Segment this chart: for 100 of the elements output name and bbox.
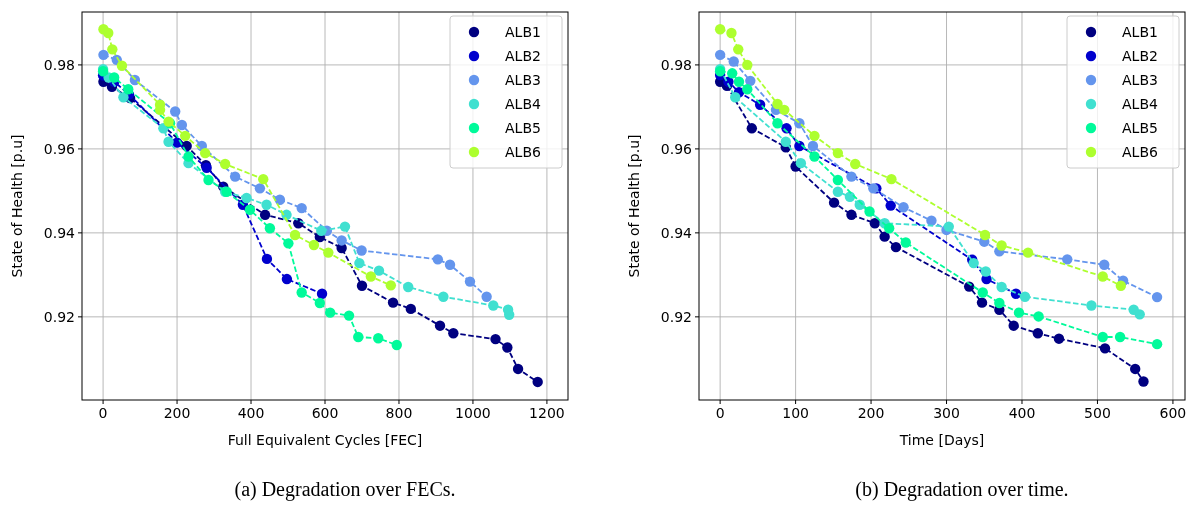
point: [1134, 309, 1145, 320]
point: [118, 92, 129, 103]
point: [229, 171, 241, 182]
point: [512, 363, 524, 375]
point: [283, 238, 294, 249]
point: [403, 281, 414, 293]
point: [316, 288, 328, 299]
point: [1097, 271, 1108, 282]
point: [488, 300, 499, 311]
point: [977, 287, 988, 298]
x-tick-label: 400: [1008, 405, 1036, 421]
x-tick-label: 600: [311, 405, 339, 421]
point: [714, 24, 726, 35]
legend-label: ALB6: [505, 144, 541, 160]
point: [103, 27, 114, 39]
point: [926, 215, 937, 226]
point: [1053, 333, 1065, 344]
point: [1086, 300, 1097, 311]
text: (a) Degradation over FECs.: [234, 478, 456, 501]
point: [976, 297, 988, 308]
point: [219, 158, 231, 170]
point: [885, 200, 896, 211]
point: [170, 106, 181, 117]
point: [795, 157, 807, 169]
point: [807, 140, 819, 152]
point: [183, 151, 194, 162]
x-tick-label: 800: [385, 405, 413, 421]
y-axis-title: State of Health [p.u]: [626, 134, 642, 278]
point: [98, 49, 109, 61]
y-tick-label: 0.94: [660, 224, 693, 241]
point: [846, 209, 857, 221]
point: [354, 257, 365, 269]
point: [1008, 320, 1019, 331]
point: [336, 235, 347, 246]
point: [502, 342, 513, 353]
point: [1151, 338, 1163, 350]
point: [780, 136, 791, 147]
point: [434, 320, 446, 331]
point: [979, 229, 991, 241]
point: [1097, 331, 1108, 343]
point: [353, 331, 364, 343]
point: [281, 273, 293, 285]
y-tick-label: 0.92: [660, 308, 692, 325]
point: [323, 247, 334, 258]
y-axis-title: State of Health [p.u]: [9, 134, 25, 278]
y-tick-label: 0.92: [43, 308, 75, 325]
point: [385, 280, 397, 291]
point: [163, 136, 174, 147]
point: [432, 254, 444, 265]
point: [258, 173, 269, 185]
point: [742, 84, 753, 95]
point: [1019, 291, 1031, 302]
point: [742, 59, 753, 71]
point: [994, 297, 1005, 309]
point: [728, 56, 739, 67]
point: [438, 291, 449, 302]
point: [108, 72, 120, 83]
point: [261, 253, 273, 265]
x-tick-label: 1200: [529, 405, 565, 421]
point: [490, 333, 501, 345]
legend-label: ALB6: [1122, 144, 1158, 160]
point: [296, 287, 307, 298]
legend-label: ALB4: [505, 96, 541, 112]
point: [879, 231, 890, 242]
point: [943, 221, 954, 232]
point: [373, 265, 385, 276]
legend-label: ALB2: [1122, 48, 1158, 64]
point: [968, 257, 979, 269]
legend-label: ALB1: [505, 24, 541, 40]
x-axis-title: Time [Days]: [898, 432, 985, 448]
point: [1022, 247, 1034, 258]
point: [373, 333, 384, 344]
point: [314, 297, 326, 309]
legend-label: ALB5: [505, 120, 541, 136]
point: [254, 183, 266, 194]
y-tick-label: 0.96: [43, 140, 76, 157]
point: [850, 158, 861, 170]
point: [356, 245, 367, 256]
point: [176, 119, 188, 131]
point: [898, 202, 909, 213]
x-tick-label: 100: [782, 405, 809, 421]
point: [733, 44, 744, 55]
y-tick-label: 0.96: [660, 140, 693, 157]
point: [296, 202, 307, 214]
legend-label: ALB3: [505, 72, 541, 88]
point: [714, 49, 726, 61]
point: [289, 229, 301, 241]
point: [832, 186, 844, 197]
x-tick-label: 200: [163, 405, 191, 421]
point: [1114, 331, 1126, 343]
x-tick-label: 0: [98, 405, 108, 421]
point: [274, 194, 286, 205]
point: [405, 303, 417, 315]
point: [745, 75, 756, 87]
point: [996, 240, 1007, 251]
x-tick-label: 300: [933, 405, 960, 421]
legend-label: ALB5: [1122, 120, 1158, 136]
point: [356, 280, 368, 291]
point: [772, 118, 783, 129]
x-tick-label: 600: [1159, 405, 1187, 421]
